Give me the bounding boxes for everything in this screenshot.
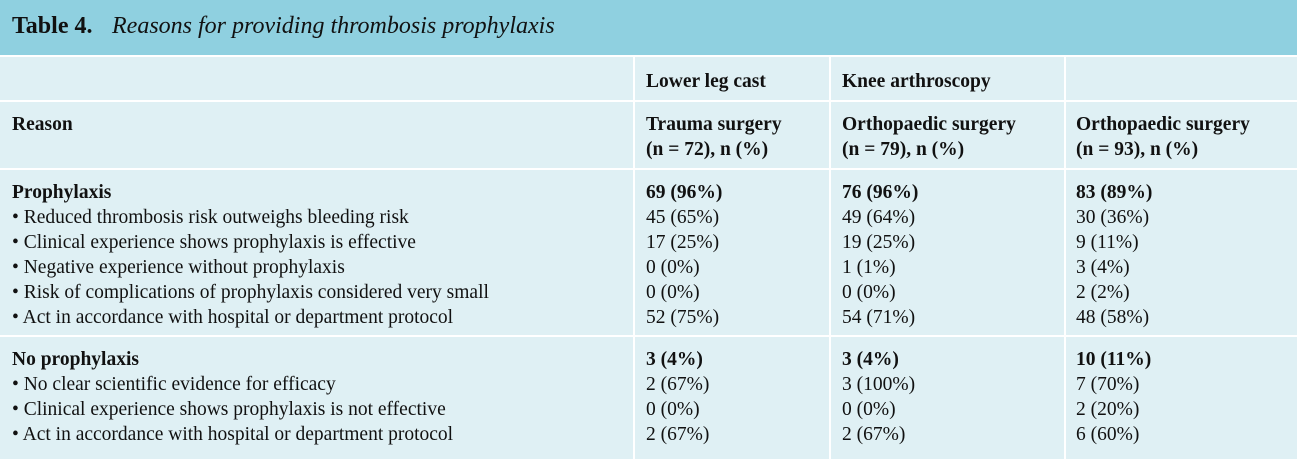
column-header-reason: Reason (12, 114, 73, 135)
column-header-line: Orthopaedic surgery (1076, 114, 1250, 135)
reason-text: • Risk of complications of prophylaxis c… (12, 282, 489, 303)
section-prophylaxis-col2: 76 (96%) 49 (64%) 19 (25%) 1 (1%) 0 (0%)… (842, 180, 918, 330)
value-cell: 48 (58%) (1076, 307, 1150, 328)
value-cell: 2 (67%) (646, 374, 710, 395)
section-prophylaxis-col3: 83 (89%) 30 (36%) 9 (11%) 3 (4%) 2 (2%) … (1076, 180, 1152, 330)
column-header-2: Orthopaedic surgery (n = 79), n (%) (842, 112, 1016, 162)
header-bottom-divider (0, 168, 1297, 170)
column-divider (1064, 57, 1066, 459)
section-total: 10 (11%) (1076, 349, 1152, 370)
column-header-3: Orthopaedic surgery (n = 93), n (%) (1076, 112, 1250, 162)
section-total: 83 (89%) (1076, 182, 1153, 203)
group-header-lower-leg-cast: Lower leg cast (646, 71, 766, 92)
value-cell: 0 (0%) (646, 399, 700, 420)
value-cell: 1 (1%) (842, 257, 896, 278)
value-cell: 3 (4%) (1076, 257, 1130, 278)
section-divider (0, 335, 1297, 337)
value-cell: 45 (65%) (646, 207, 720, 228)
reason-text: • Clinical experience shows prophylaxis … (12, 232, 416, 253)
section-total: 69 (96%) (646, 182, 723, 203)
section-heading: Prophylaxis (12, 182, 112, 203)
value-cell: 9 (11%) (1076, 232, 1139, 253)
reason-text: • Act in accordance with hospital or dep… (12, 307, 454, 328)
value-cell: 30 (36%) (1076, 207, 1150, 228)
column-header-1: Trauma surgery (n = 72), n (%) (646, 112, 782, 162)
value-cell: 19 (25%) (842, 232, 916, 253)
reason-text: • No clear scientific evidence for effic… (12, 374, 336, 395)
value-cell: 0 (0%) (842, 399, 896, 420)
value-cell: 17 (25%) (646, 232, 720, 253)
value-cell: 0 (0%) (646, 257, 700, 278)
value-cell: 54 (71%) (842, 307, 916, 328)
column-header-line: (n = 72), n (%) (646, 139, 769, 160)
value-cell: 2 (20%) (1076, 399, 1140, 420)
column-header-line: (n = 79), n (%) (842, 139, 965, 160)
column-divider (829, 57, 831, 459)
table-title: Reasons for providing thrombosis prophyl… (112, 13, 555, 39)
section-no-prophylaxis-col1: 3 (4%) 2 (67%) 0 (0%) 2 (67%) (646, 347, 709, 447)
group-header-knee-arthroscopy: Knee arthroscopy (842, 71, 991, 92)
column-divider (633, 57, 635, 459)
section-no-prophylaxis-col3: 10 (11%) 7 (70%) 2 (20%) 6 (60%) (1076, 347, 1151, 447)
section-no-prophylaxis-reasons: No prophylaxis • No clear scientific evi… (12, 347, 453, 447)
table-title-bar: Table 4. Reasons for providing thrombosi… (0, 0, 1297, 57)
column-header-line: Orthopaedic surgery (842, 114, 1016, 135)
section-total: 76 (96%) (842, 182, 919, 203)
value-cell: 2 (2%) (1076, 282, 1130, 303)
column-header-line: (n = 93), n (%) (1076, 139, 1199, 160)
reason-text: • Negative experience without prophylaxi… (12, 257, 345, 278)
section-prophylaxis-col1: 69 (96%) 45 (65%) 17 (25%) 0 (0%) 0 (0%)… (646, 180, 722, 330)
value-cell: 7 (70%) (1076, 374, 1140, 395)
value-cell: 3 (100%) (842, 374, 916, 395)
header-divider (0, 100, 1297, 102)
value-cell: 6 (60%) (1076, 424, 1140, 445)
section-total: 3 (4%) (842, 349, 899, 370)
column-header-line: Trauma surgery (646, 114, 782, 135)
value-cell: 0 (0%) (842, 282, 896, 303)
section-heading: No prophylaxis (12, 349, 139, 370)
reason-text: • Clinical experience shows prophylaxis … (12, 399, 446, 420)
value-cell: 2 (67%) (646, 424, 710, 445)
value-cell: 0 (0%) (646, 282, 700, 303)
table-label: Table 4. (12, 13, 93, 39)
value-cell: 52 (75%) (646, 307, 720, 328)
value-cell: 49 (64%) (842, 207, 916, 228)
section-no-prophylaxis-col2: 3 (4%) 3 (100%) 0 (0%) 2 (67%) (842, 347, 915, 447)
reason-text: • Reduced thrombosis risk outweighs blee… (12, 207, 409, 228)
section-total: 3 (4%) (646, 349, 703, 370)
reason-text: • Act in accordance with hospital or dep… (12, 424, 454, 445)
section-prophylaxis-reasons: Prophylaxis • Reduced thrombosis risk ou… (12, 180, 489, 330)
value-cell: 2 (67%) (842, 424, 906, 445)
